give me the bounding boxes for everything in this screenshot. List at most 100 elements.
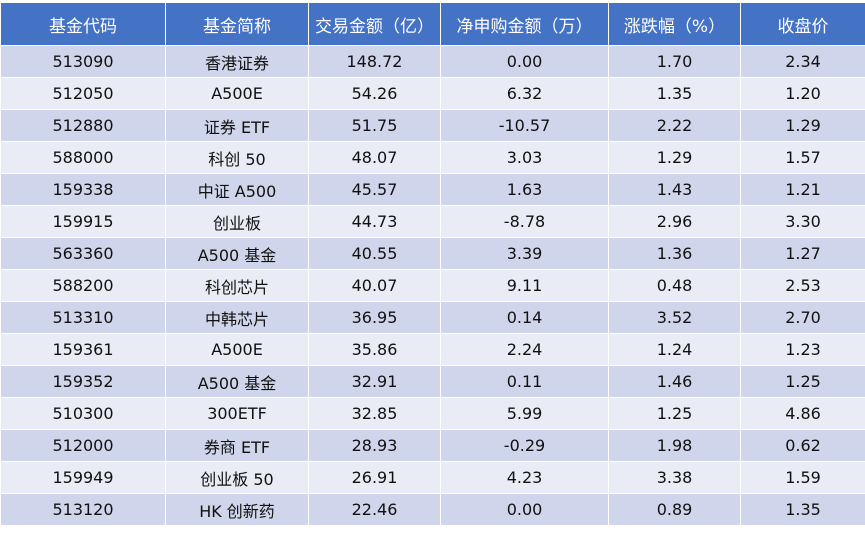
table-cell: 40.55 <box>309 238 441 270</box>
table-cell: 中证 A500 <box>166 174 309 206</box>
table-cell: 3.38 <box>609 462 741 494</box>
table-cell: 1.29 <box>609 142 741 174</box>
table-cell: 563360 <box>1 238 166 270</box>
table-cell: 1.35 <box>609 78 741 110</box>
table-cell: 6.32 <box>441 78 609 110</box>
table-cell: 1.29 <box>741 110 865 142</box>
table-cell: 2.34 <box>741 46 865 78</box>
table-cell: A500E <box>166 78 309 110</box>
table-cell: 513310 <box>1 302 166 334</box>
header-cell: 交易金额（亿） <box>309 3 441 46</box>
table-cell: 1.21 <box>741 174 865 206</box>
table-cell: -10.57 <box>441 110 609 142</box>
table-cell: 4.86 <box>741 398 865 430</box>
table-cell: 创业板 <box>166 206 309 238</box>
table-cell: 2.96 <box>609 206 741 238</box>
table-cell: 51.75 <box>309 110 441 142</box>
table-cell: 5.99 <box>441 398 609 430</box>
table-cell: 54.26 <box>309 78 441 110</box>
table-cell: 1.70 <box>609 46 741 78</box>
table-cell: -8.78 <box>441 206 609 238</box>
table-cell: 40.07 <box>309 270 441 302</box>
table-cell: A500 基金 <box>166 238 309 270</box>
table-cell: 28.93 <box>309 430 441 462</box>
table-cell: 159949 <box>1 462 166 494</box>
table-cell: 4.23 <box>441 462 609 494</box>
table-cell: A500 基金 <box>166 366 309 398</box>
table-cell: 32.91 <box>309 366 441 398</box>
table-cell: 科创 50 <box>166 142 309 174</box>
header-cell: 基金代码 <box>1 3 166 46</box>
table-cell: 0.00 <box>441 494 609 526</box>
table-cell: 159361 <box>1 334 166 366</box>
table-cell: 3.30 <box>741 206 865 238</box>
table-cell: 148.72 <box>309 46 441 78</box>
header-cell: 涨跌幅（%） <box>609 3 741 46</box>
table-cell: 512880 <box>1 110 166 142</box>
table-cell: 1.35 <box>741 494 865 526</box>
table-cell: 1.63 <box>441 174 609 206</box>
table-cell: 512050 <box>1 78 166 110</box>
table-cell: 9.11 <box>441 270 609 302</box>
table-cell: 588200 <box>1 270 166 302</box>
table-cell: 0.62 <box>741 430 865 462</box>
header-row: 基金代码基金简称交易金额（亿）净申购金额（万）涨跌幅（%）收盘价 <box>1 3 865 46</box>
table-cell: 1.46 <box>609 366 741 398</box>
table-cell: 2.70 <box>741 302 865 334</box>
table-cell: 44.73 <box>309 206 441 238</box>
table-cell: 0.00 <box>441 46 609 78</box>
table-cell: 26.91 <box>309 462 441 494</box>
table-cell: 512000 <box>1 430 166 462</box>
table-cell: A500E <box>166 334 309 366</box>
table-cell: 3.03 <box>441 142 609 174</box>
table-cell: 证券 ETF <box>166 110 309 142</box>
table-cell: 1.98 <box>609 430 741 462</box>
table-cell: 1.27 <box>741 238 865 270</box>
table-cell: 0.11 <box>441 366 609 398</box>
table-cell: 券商 ETF <box>166 430 309 462</box>
table-cell: 3.39 <box>441 238 609 270</box>
table-cell: 513120 <box>1 494 166 526</box>
table-cell: 36.95 <box>309 302 441 334</box>
table-cell: -0.29 <box>441 430 609 462</box>
table-cell: 1.36 <box>609 238 741 270</box>
table-cell: 300ETF <box>166 398 309 430</box>
header-cell: 基金简称 <box>166 3 309 46</box>
table-cell: 1.25 <box>609 398 741 430</box>
table-cell: 1.59 <box>741 462 865 494</box>
table-cell: 513090 <box>1 46 166 78</box>
table-cell: 1.24 <box>609 334 741 366</box>
table-cell: 创业板 50 <box>166 462 309 494</box>
table-cell: 159338 <box>1 174 166 206</box>
table-cell: 588000 <box>1 142 166 174</box>
table-cell: HK 创新药 <box>166 494 309 526</box>
table-cell: 22.46 <box>309 494 441 526</box>
table-cell: 35.86 <box>309 334 441 366</box>
header-cell: 收盘价 <box>741 3 865 46</box>
table-cell: 159352 <box>1 366 166 398</box>
table-cell: 1.57 <box>741 142 865 174</box>
table-cell: 48.07 <box>309 142 441 174</box>
table-cell: 中韩芯片 <box>166 302 309 334</box>
table-cell: 3.52 <box>609 302 741 334</box>
table-cell: 1.20 <box>741 78 865 110</box>
table-cell: 科创芯片 <box>166 270 309 302</box>
table-cell: 0.14 <box>441 302 609 334</box>
table-cell: 2.22 <box>609 110 741 142</box>
